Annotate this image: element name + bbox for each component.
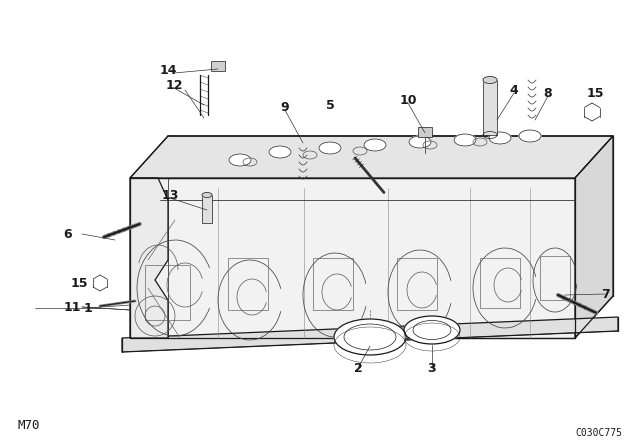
Ellipse shape [269,146,291,158]
Ellipse shape [202,193,212,198]
Bar [313,258,353,310]
Ellipse shape [483,77,497,83]
Bar [397,258,437,310]
Text: 9: 9 [281,100,289,113]
Ellipse shape [364,139,386,151]
Bar [483,80,497,135]
Text: M70: M70 [18,419,40,432]
Ellipse shape [404,316,460,344]
Text: 6: 6 [64,228,72,241]
Ellipse shape [319,142,341,154]
Text: 13: 13 [161,189,179,202]
Ellipse shape [519,130,541,142]
Bar [211,61,225,71]
Bar [202,195,212,223]
Ellipse shape [334,319,406,355]
Text: 5: 5 [326,99,334,112]
Text: 3: 3 [428,362,436,375]
Text: 14: 14 [159,64,177,77]
Bar [228,258,268,310]
Text: 2: 2 [354,362,362,375]
Bar [145,265,190,320]
Bar [418,127,432,137]
Polygon shape [130,178,575,338]
Text: 1: 1 [84,302,92,314]
Polygon shape [122,317,618,352]
Bar [480,258,520,308]
Text: 7: 7 [600,288,609,301]
Text: 8: 8 [544,86,552,99]
Text: 12: 12 [165,78,183,91]
Ellipse shape [489,132,511,144]
Ellipse shape [409,136,431,148]
Bar [540,256,570,300]
Ellipse shape [454,134,476,146]
Text: 15: 15 [70,276,88,289]
Polygon shape [575,136,613,338]
Text: C030C775: C030C775 [575,428,622,438]
Polygon shape [130,136,613,178]
Text: 15: 15 [586,86,604,99]
Ellipse shape [229,154,251,166]
Text: 4: 4 [509,83,518,96]
Polygon shape [130,178,168,338]
Text: 11: 11 [63,301,81,314]
Text: 10: 10 [399,94,417,107]
